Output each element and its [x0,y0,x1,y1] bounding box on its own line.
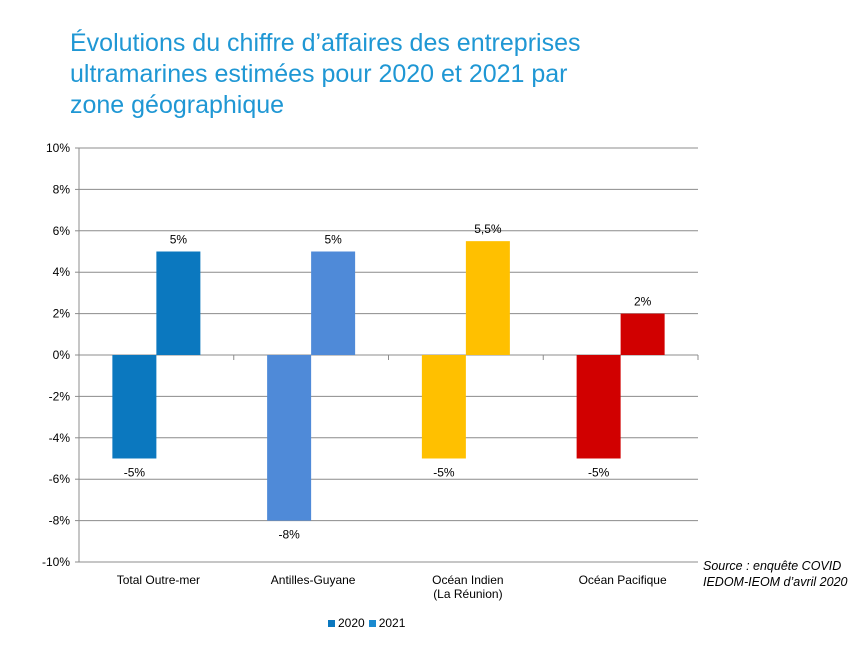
source-line-1: Source : enquête COVID [703,559,842,573]
category-label: Antilles-Guyane [271,573,356,587]
bar [267,355,312,521]
legend-item-2021: 2021 [368,616,406,630]
bars [112,241,665,521]
legend-label-2020: 2020 [338,616,365,630]
bar [421,355,466,459]
bar [465,241,510,355]
y-tick-label: -2% [49,389,71,403]
data-label: -5% [433,466,455,480]
legend-label-2021: 2021 [378,616,406,630]
source-line-2: IEDOM-IEOM d’avril 2020 [703,575,848,589]
data-label: -5% [588,466,610,480]
y-tick-label: -4% [49,431,71,445]
y-tick-label: 6% [53,224,71,238]
data-label: -5% [124,466,146,480]
chart-title-line-3: zone géographique [70,91,285,119]
bar [311,251,356,355]
category-label: Océan Pacifique [579,573,667,587]
legend-item-2020: 2020 [328,616,365,630]
category-label: Océan Indien [432,573,503,587]
y-tick-label: 2% [53,307,71,321]
y-tick-label: 8% [53,182,71,196]
legend: 2020 2021 [328,616,405,630]
legend-swatch-2021 [368,619,376,627]
y-tick-label: 4% [53,265,71,279]
bar [576,355,621,459]
y-tick-label: -8% [49,514,71,528]
y-tick-label: -10% [42,555,70,569]
chart-title: Évolutions du chiffre d’affaires des ent… [70,28,630,121]
data-label: 2% [634,295,652,309]
legend-swatch-2020 [328,619,335,627]
grid [79,147,698,563]
y-tick-label: 10% [46,141,70,155]
data-label: 5,5% [474,222,502,236]
labels: -5% 5% Total Outre-mer -8% 5% Antilles-Guyane… [117,222,667,601]
category-label: (La Réunion) [433,587,502,601]
bar [620,313,665,355]
chart-title-line-1: Évolutions du chiffre d’affaires des ent… [70,29,581,57]
y-tick-label: -6% [49,472,71,486]
y-tick-label: 0% [53,348,71,362]
axes: 10% 8% 6% 4% 2% 0% -2% -4% -6% -8% -10% [42,141,699,569]
bar [112,355,157,459]
data-label: -8% [278,528,300,542]
chart-title-line-2: ultramarines estimées pour 2020 et 2021 … [70,60,568,88]
bar [156,251,201,355]
source-note: Source : enquête COVID IEDOM-IEOM d’avri… [703,558,853,590]
data-label: 5% [324,233,342,247]
data-label: 5% [170,233,188,247]
category-label: Total Outre-mer [117,573,200,587]
